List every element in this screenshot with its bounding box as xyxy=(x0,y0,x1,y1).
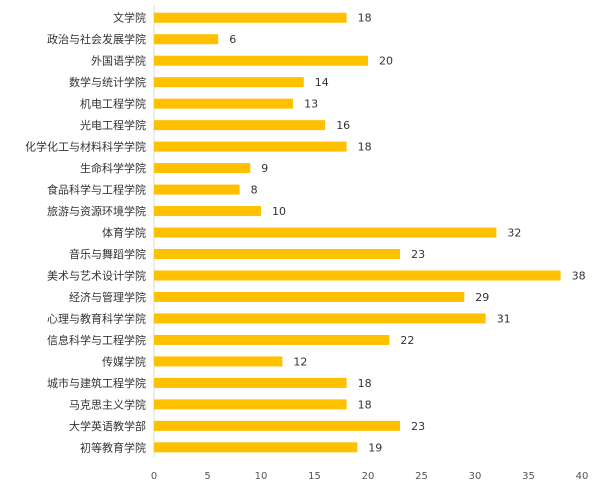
bar xyxy=(154,270,561,281)
value-label: 23 xyxy=(411,248,425,261)
value-label: 9 xyxy=(261,162,268,175)
x-tick-label: 25 xyxy=(415,471,428,482)
category-label: 城市与建筑工程学院 xyxy=(47,376,146,390)
category-label: 数学与统计学院 xyxy=(69,75,146,89)
value-label: 13 xyxy=(304,98,318,111)
category-label: 食品科学与工程学院 xyxy=(47,183,146,197)
bar xyxy=(154,55,368,66)
bars xyxy=(154,12,561,453)
value-label: 38 xyxy=(572,270,586,283)
category-label: 化学化工与材料科学学院 xyxy=(25,140,146,154)
value-label: 20 xyxy=(379,55,393,68)
value-label: 31 xyxy=(497,312,511,325)
category-label: 信息科学与工程学院 xyxy=(47,333,146,347)
category-label: 心理与教育科学学院 xyxy=(47,311,146,325)
category-label: 马克思主义学院 xyxy=(69,397,146,411)
bar xyxy=(154,227,497,238)
value-labels: 18 6 20 14 13 16 18 98 10 32 23 38 29 31 22 12 18 18 23 19 xyxy=(229,12,585,455)
category-label: 政治与社会发展学院 xyxy=(47,32,146,46)
value-label: 18 xyxy=(358,377,372,390)
bar xyxy=(154,334,390,345)
x-tick-label: 5 xyxy=(204,471,210,482)
value-label: 18 xyxy=(358,12,372,25)
bar xyxy=(154,442,358,453)
bar xyxy=(154,420,401,431)
category-label: 初等教育学院 xyxy=(80,440,146,454)
bar xyxy=(154,356,283,367)
x-tick-label: 35 xyxy=(522,471,535,482)
value-label: 12 xyxy=(293,355,307,368)
category-label: 文学院 xyxy=(113,11,146,25)
value-label: 23 xyxy=(411,420,425,433)
bar xyxy=(154,120,326,131)
x-tick-label: 10 xyxy=(255,471,268,482)
bar xyxy=(154,12,347,23)
x-tick-label: 30 xyxy=(469,471,482,482)
bar xyxy=(154,77,304,88)
value-label: 14 xyxy=(315,76,329,89)
bar xyxy=(154,206,261,217)
category-label: 生命科学学院 xyxy=(80,161,146,175)
x-tick-label: 0 xyxy=(151,471,157,482)
value-label: 18 xyxy=(358,398,372,411)
value-label: 22 xyxy=(400,334,414,347)
category-label: 外国语学院 xyxy=(91,54,146,68)
category-label: 经济与管理学院 xyxy=(69,290,146,304)
bar xyxy=(154,313,486,324)
value-label: 32 xyxy=(507,227,521,240)
bar xyxy=(154,98,294,109)
value-label: 19 xyxy=(368,441,382,454)
bar xyxy=(154,184,240,195)
value-label: 10 xyxy=(272,205,286,218)
x-tick-label: 40 xyxy=(576,471,589,482)
bar xyxy=(154,34,219,45)
category-labels: 文学院政治与社会发展学院外国语学院数学与统计学院机电工程学院光电工程学院化学化工… xyxy=(25,11,146,455)
bar xyxy=(154,163,251,174)
bar xyxy=(154,249,401,260)
bar xyxy=(154,377,347,388)
value-label: 29 xyxy=(475,291,489,304)
category-label: 大学英语教学部 xyxy=(69,419,146,433)
bar xyxy=(154,399,347,410)
bar xyxy=(154,291,465,302)
x-tick-label: 15 xyxy=(308,471,321,482)
category-label: 机电工程学院 xyxy=(80,97,146,111)
value-label: 18 xyxy=(358,141,372,154)
value-label: 6 xyxy=(229,33,236,46)
category-label: 旅游与资源环境学院 xyxy=(47,204,146,218)
x-axis-ticks: 0 5 10 15 20 25 30 35 40 xyxy=(151,471,589,482)
x-tick-label: 20 xyxy=(362,471,375,482)
value-label: 16 xyxy=(336,119,350,132)
bar xyxy=(154,141,347,152)
category-label: 光电工程学院 xyxy=(80,118,146,132)
category-label: 传媒学院 xyxy=(102,354,146,368)
category-label: 音乐与舞蹈学院 xyxy=(69,247,146,261)
value-label: 8 xyxy=(251,184,258,197)
category-label: 体育学院 xyxy=(102,226,146,240)
category-label: 美术与艺术设计学院 xyxy=(47,269,146,283)
